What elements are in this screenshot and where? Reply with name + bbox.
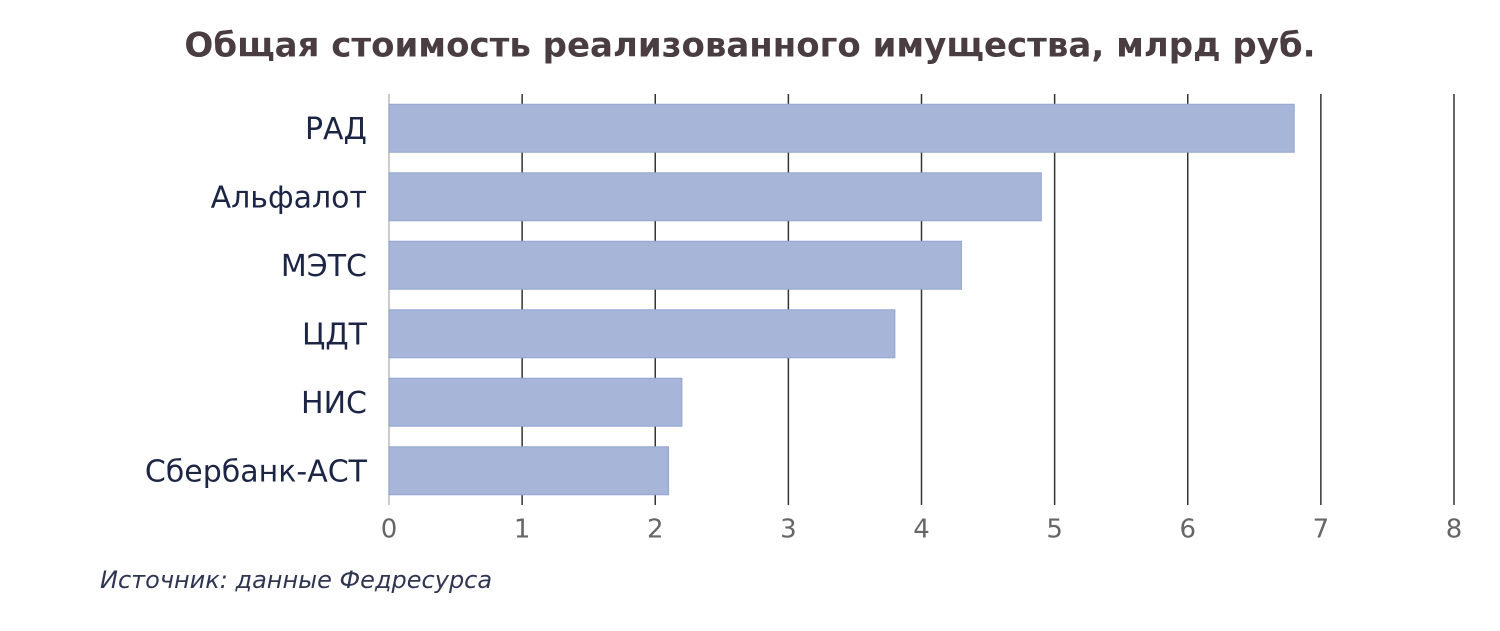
x-tick-label: 2 <box>647 515 664 545</box>
x-tick-label: 5 <box>1046 515 1063 545</box>
bar <box>388 172 1042 222</box>
bar <box>388 309 896 359</box>
y-tick-label: Сбербанк-АСТ <box>145 454 368 489</box>
source-note: Источник: данные Федресурса <box>100 566 492 594</box>
x-tick-label: 3 <box>780 515 797 545</box>
y-tick-label: МЭТС <box>281 249 367 284</box>
y-tick-label: РАД <box>305 112 367 147</box>
x-tick-label: 1 <box>514 515 531 545</box>
x-tick-label: 0 <box>381 515 398 545</box>
y-tick-label: Альфалот <box>211 180 367 215</box>
bar <box>388 240 962 290</box>
x-tick-label: 4 <box>913 515 930 545</box>
chart-title: Общая стоимость реализованного имущества… <box>184 26 1315 66</box>
x-tick-label: 8 <box>1446 515 1463 545</box>
x-tick-label: 7 <box>1313 515 1330 545</box>
y-tick-label: НИС <box>301 386 367 421</box>
x-tick-label: 6 <box>1179 515 1196 545</box>
bar <box>388 377 683 427</box>
bar <box>388 103 1295 153</box>
y-tick-label: ЦДТ <box>302 317 368 352</box>
bar <box>388 446 670 496</box>
